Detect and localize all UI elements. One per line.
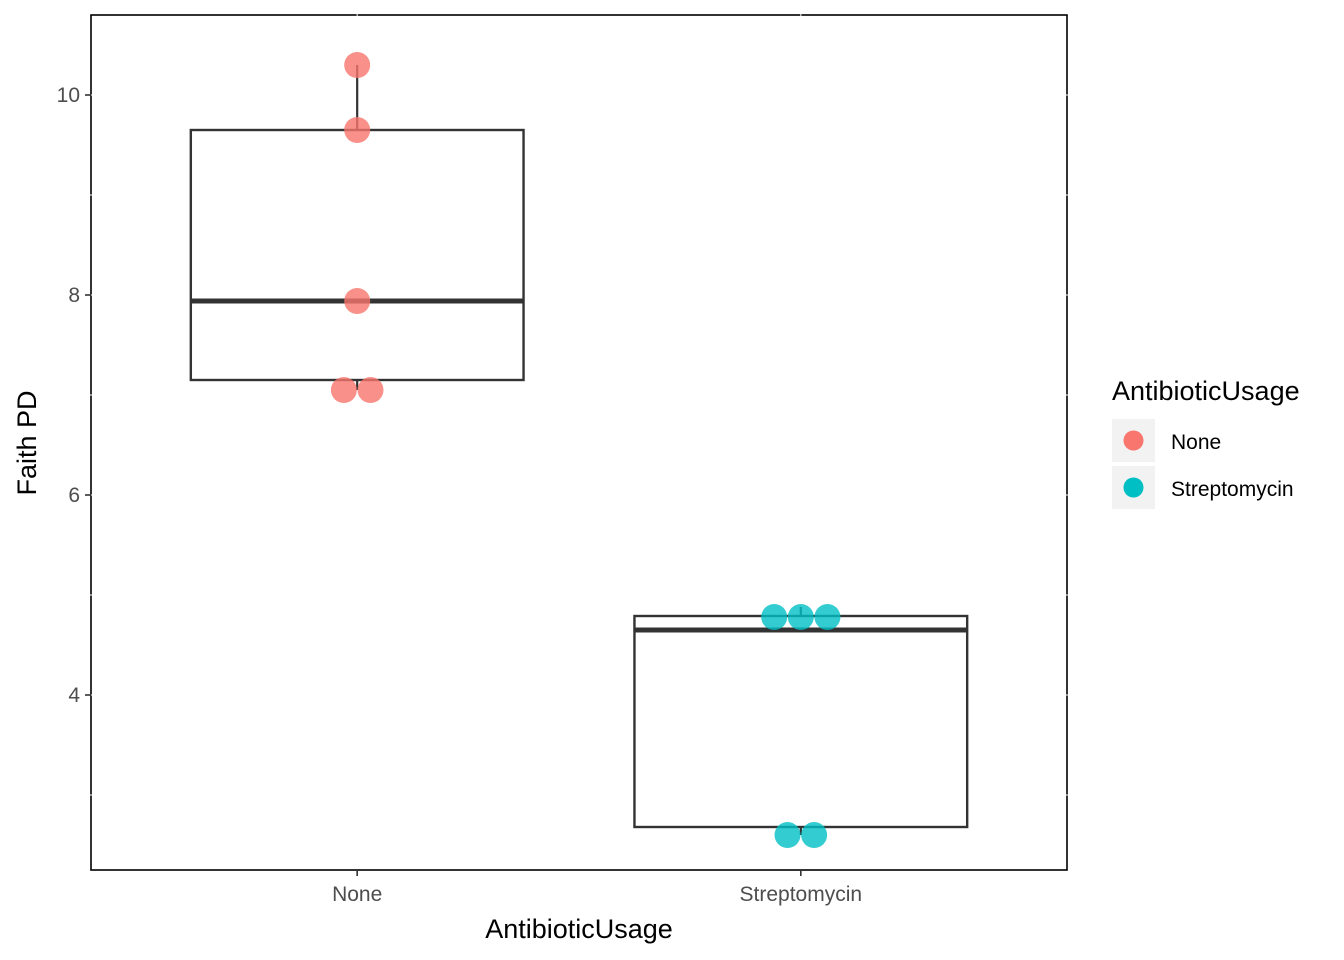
box-body xyxy=(189,128,525,382)
y-tick-label: 4 xyxy=(68,684,80,707)
legend-title: AntibioticUsage xyxy=(1112,376,1300,406)
y-axis-title: Faith PD xyxy=(12,390,42,495)
legend-key-none xyxy=(1123,430,1144,451)
data-point-streptomycin xyxy=(814,604,841,630)
y-tick-label: 6 xyxy=(68,484,80,507)
x-tick-label: None xyxy=(332,883,382,906)
y-tick-label: 8 xyxy=(68,284,80,307)
data-point-none xyxy=(344,117,371,143)
plot-area xyxy=(90,14,1068,871)
data-point-none xyxy=(357,377,384,403)
box-none xyxy=(189,65,525,390)
data-point-streptomycin xyxy=(801,822,828,848)
data-point-none xyxy=(330,377,357,403)
data-point-streptomycin xyxy=(774,822,801,848)
legend-label-streptomycin: Streptomycin xyxy=(1171,478,1294,501)
legend: AntibioticUsage None Streptomycin xyxy=(1112,376,1300,509)
x-tick-label: Streptomycin xyxy=(740,883,863,906)
x-axis-title: AntibioticUsage xyxy=(485,914,673,944)
axes: 4 6 8 10 None Streptomycin xyxy=(57,84,862,906)
data-point-streptomycin xyxy=(761,604,788,630)
box-streptomycin xyxy=(633,607,969,835)
box-body xyxy=(633,614,969,829)
data-point-none xyxy=(344,288,371,314)
y-tick-label: 10 xyxy=(57,84,80,107)
data-point-none xyxy=(344,52,371,78)
legend-key-streptomycin xyxy=(1123,477,1144,498)
data-point-streptomycin xyxy=(787,604,814,630)
legend-label-none: None xyxy=(1171,431,1221,454)
panel-border xyxy=(90,14,1068,871)
